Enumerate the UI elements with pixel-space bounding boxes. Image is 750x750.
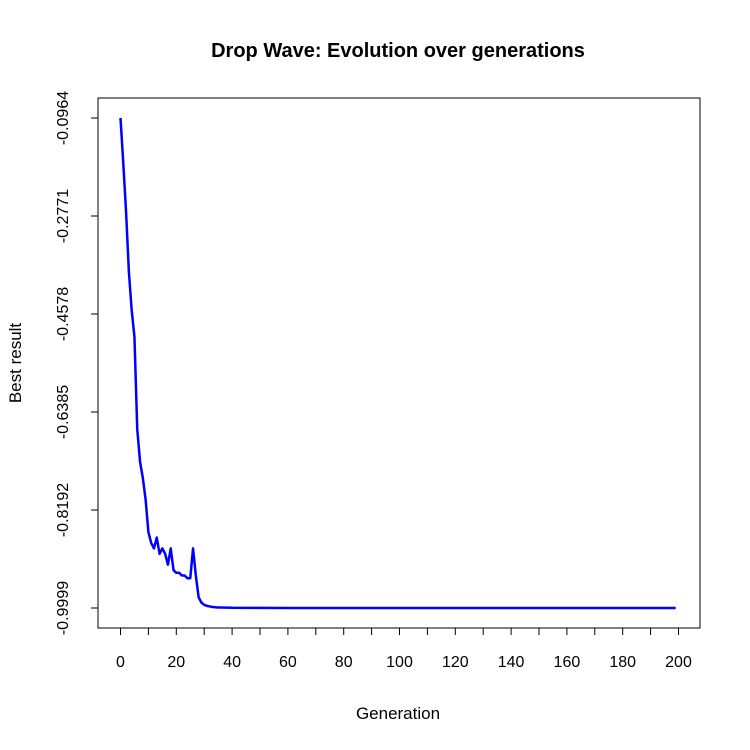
x-tick-label: 80 (335, 654, 353, 671)
y-tick-label: -0.0964 (55, 91, 72, 145)
y-axis: -0.9999 -0.8192 -0.6385 -0.4578 -0.2771 -0.09… (55, 91, 99, 635)
x-tick-label: 160 (554, 654, 581, 671)
x-tick-label: 0 (116, 654, 125, 671)
y-axis-label: Best result (6, 323, 25, 404)
series-layer (119, 117, 676, 610)
y-tick-label: -0.6385 (55, 385, 72, 439)
x-tick-label: 200 (665, 654, 692, 671)
chart-title: Drop Wave: Evolution over generations (211, 40, 585, 62)
x-tick-label: 40 (223, 654, 241, 671)
x-tick-label: 20 (167, 654, 185, 671)
y-tick-label: -0.4578 (55, 287, 72, 341)
x-tick-label: 60 (279, 654, 297, 671)
series-line-0 (119, 117, 676, 610)
y-tick-label: -0.9999 (55, 581, 72, 635)
x-tick-label: 140 (498, 654, 525, 671)
plot-frame (97, 97, 701, 629)
y-tick-label: -0.2771 (55, 189, 72, 243)
x-axis-label: Generation (356, 704, 440, 723)
x-tick-label: 100 (386, 654, 413, 671)
x-tick-label: 120 (442, 654, 469, 671)
x-axis: 0 20 40 60 80 100 120 140 160 180 200 (116, 627, 692, 671)
y-tick-label: -0.8192 (55, 483, 72, 537)
x-tick-label: 180 (609, 654, 636, 671)
